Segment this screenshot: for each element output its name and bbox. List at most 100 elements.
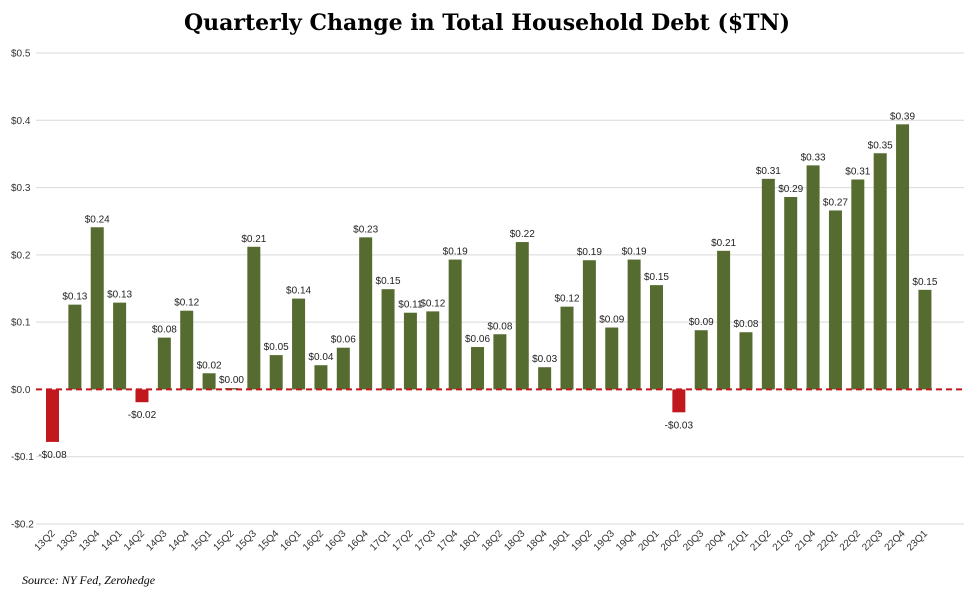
data-label-20Q1: $0.15: [644, 272, 669, 283]
x-tick-label: 20Q2: [659, 528, 684, 553]
x-tick-label: 13Q2: [33, 528, 58, 553]
data-label-21Q4: $0.33: [801, 152, 826, 163]
data-label-14Q3: $0.08: [152, 325, 177, 336]
bar-20Q2: [672, 389, 686, 413]
data-label-15Q1: $0.02: [197, 360, 222, 371]
data-label-21Q2: $0.31: [756, 166, 781, 177]
data-label-16Q3: $0.06: [331, 335, 356, 346]
x-tick-label: 13Q4: [77, 528, 102, 553]
data-label-15Q4: $0.05: [264, 342, 289, 353]
bar-21Q2: [761, 178, 775, 390]
bar-15Q4: [269, 355, 283, 390]
data-label-18Q1: $0.06: [465, 334, 490, 345]
data-label-13Q2: -$0.08: [38, 450, 67, 461]
x-tick-label: 20Q4: [704, 528, 729, 553]
data-label-20Q3: $0.09: [689, 317, 714, 328]
data-label-14Q2: -$0.02: [128, 410, 157, 421]
x-tick-label: 19Q4: [614, 528, 639, 553]
y-tick-label: -$0.2: [11, 520, 34, 531]
data-label-22Q1: $0.27: [823, 197, 848, 208]
bar-19Q1: [560, 306, 574, 390]
data-label-17Q1: $0.15: [376, 276, 401, 287]
data-label-18Q4: $0.03: [532, 354, 557, 365]
x-tick-label: 15Q3: [234, 528, 259, 553]
bar-13Q4: [90, 227, 104, 390]
bar-15Q1: [202, 373, 216, 390]
x-tick-label: 19Q1: [547, 528, 572, 553]
bar-20Q3: [694, 330, 708, 390]
bar-21Q4: [806, 165, 820, 390]
bar-20Q4: [717, 250, 731, 390]
x-tick-label: 20Q3: [681, 528, 706, 553]
bar-16Q4: [359, 237, 373, 390]
x-tick-label: 19Q3: [592, 528, 617, 553]
bar-22Q1: [828, 210, 842, 390]
data-label-14Q4: $0.12: [174, 298, 199, 309]
bar-17Q2: [403, 312, 417, 390]
x-tick-label: 21Q2: [748, 528, 773, 553]
data-label-14Q1: $0.13: [107, 290, 132, 301]
bar-16Q2: [314, 365, 328, 390]
x-tick-label: 16Q4: [346, 528, 371, 553]
x-tick-label: 14Q1: [100, 528, 125, 553]
x-tick-label: 17Q3: [413, 528, 438, 553]
x-tick-label: 21Q1: [726, 528, 751, 553]
y-axis: $0.5 $0.4 $0.3 $0.2 $0.1 $0.0 -$0.1 -$0.2: [11, 49, 34, 531]
x-tick-label: 15Q1: [189, 528, 214, 553]
bar-17Q4: [448, 259, 462, 390]
data-label-19Q3: $0.09: [599, 315, 624, 326]
x-tick-label: 16Q1: [279, 528, 304, 553]
bar-22Q3: [873, 153, 887, 390]
x-tick-label: 14Q4: [167, 528, 192, 553]
x-tick-label: 14Q2: [122, 528, 147, 553]
x-tick-label: 18Q3: [502, 528, 527, 553]
bar-16Q1: [292, 298, 306, 390]
x-tick-label: 22Q1: [815, 528, 840, 553]
data-label-13Q4: $0.24: [85, 214, 110, 225]
data-label-19Q2: $0.19: [577, 247, 602, 258]
data-label-19Q1: $0.12: [554, 294, 579, 305]
bar-14Q2: [135, 389, 149, 403]
data-label-16Q1: $0.14: [286, 286, 311, 297]
bar-17Q1: [381, 289, 395, 390]
data-label-17Q3: $0.12: [420, 298, 445, 309]
x-tick-label: 21Q4: [793, 528, 818, 553]
chart-title: Quarterly Change in Total Household Debt…: [183, 10, 791, 36]
bar-23Q1: [918, 289, 932, 390]
bar-14Q3: [157, 337, 171, 390]
bar-19Q2: [582, 260, 596, 390]
data-label-13Q3: $0.13: [62, 292, 87, 303]
chart-source: Source: NY Fed, Zerohedge: [22, 573, 156, 587]
data-label-22Q3: $0.35: [868, 140, 893, 151]
data-label-17Q4: $0.19: [443, 247, 468, 258]
y-tick-label: -$0.1: [11, 452, 34, 463]
bar-18Q1: [471, 347, 485, 390]
x-tick-label: 14Q3: [144, 528, 169, 553]
data-label-20Q2: -$0.03: [665, 420, 694, 431]
x-tick-label: 17Q4: [435, 528, 460, 553]
x-tick-label: 22Q4: [883, 528, 908, 553]
data-label-20Q4: $0.21: [711, 238, 736, 249]
bar-19Q3: [605, 327, 619, 390]
x-tick-label: 20Q1: [637, 528, 662, 553]
x-tick-label: 18Q1: [458, 528, 483, 553]
bar-20Q1: [649, 285, 663, 390]
x-tick-label: 18Q2: [480, 528, 505, 553]
y-tick-label: $0.3: [11, 183, 31, 194]
bar-16Q3: [336, 347, 350, 390]
data-label-17Q2: $0.11: [398, 300, 423, 311]
bar-14Q1: [113, 302, 127, 390]
bar-13Q2: [46, 389, 59, 442]
x-tick-label: 16Q3: [323, 528, 348, 553]
bar-21Q3: [784, 196, 798, 390]
data-label-21Q1: $0.08: [733, 319, 758, 330]
bar-15Q3: [247, 246, 261, 390]
y-tick-label: $0.0: [11, 385, 31, 396]
bar-18Q2: [493, 334, 507, 390]
bar-19Q4: [627, 259, 641, 390]
x-tick-label: 19Q2: [569, 528, 594, 553]
data-label-19Q4: $0.19: [622, 247, 647, 258]
x-axis: 13Q213Q313Q414Q114Q214Q314Q415Q115Q215Q3…: [33, 528, 931, 553]
x-tick-label: 22Q3: [860, 528, 885, 553]
